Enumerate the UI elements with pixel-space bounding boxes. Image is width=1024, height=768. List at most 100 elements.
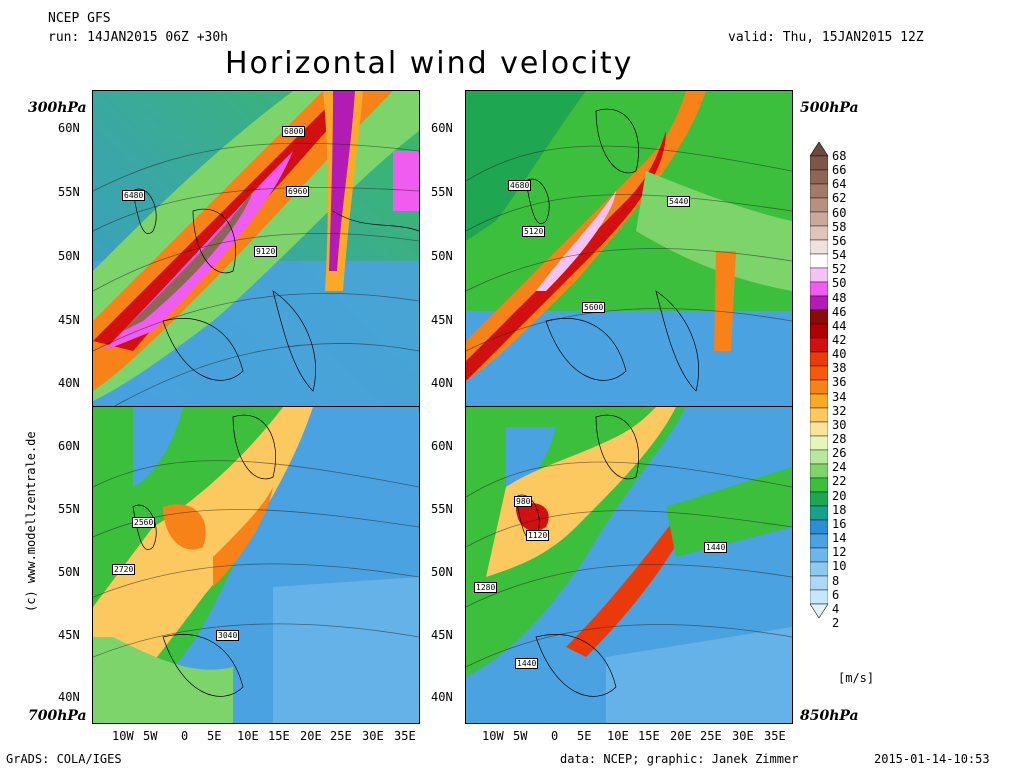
colorbar-segment	[810, 463, 828, 479]
colorbar-label: 16	[832, 516, 847, 531]
lon-label: 5E	[207, 729, 222, 743]
colorbar-label: 44	[832, 318, 847, 333]
contour-label: 3040	[216, 630, 240, 641]
colorbar-segment	[810, 337, 828, 353]
colorbar-label: 24	[832, 460, 847, 475]
colorbar-label: 8	[832, 573, 840, 588]
colorbar-label: 54	[832, 248, 847, 263]
lat-label: 40N	[58, 376, 80, 390]
colorbar-label: 50	[832, 276, 847, 291]
lat-label: 55N	[58, 185, 80, 199]
lat-label: 55N	[58, 502, 80, 516]
colorbar-label: 34	[832, 389, 847, 404]
colorbar-segment	[810, 547, 828, 563]
lon-label: 25E	[700, 729, 722, 743]
colorbar-label: 26	[832, 446, 847, 461]
colorbar-segment	[810, 239, 828, 255]
colorbar-segment	[810, 505, 828, 521]
colorbar-segment	[810, 435, 828, 451]
colorbar-label: 46	[832, 304, 847, 319]
lon-label: 35E	[764, 729, 786, 743]
lat-label: 45N	[58, 628, 80, 642]
colorbar-segment	[810, 379, 828, 395]
colorbar-unit: [m/s]	[838, 671, 875, 685]
map-panel-700hpa	[92, 406, 420, 724]
colorbar-label: 20	[832, 488, 847, 503]
contour-label: 6480	[122, 190, 146, 201]
colorbar	[810, 142, 828, 619]
lon-label: 15E	[638, 729, 660, 743]
colorbar-segment	[810, 519, 828, 535]
lat-label: 60N	[431, 121, 453, 135]
colorbar-label: 10	[832, 559, 847, 574]
colorbar-label: 64	[832, 177, 847, 192]
lat-label: 45N	[58, 313, 80, 327]
contour-label: 2560	[132, 517, 156, 528]
contour-label: 980	[514, 496, 533, 507]
footer-right: 2015-01-14-10:53	[874, 752, 990, 766]
contour-label: 9120	[254, 246, 278, 257]
colorbar-label: 66	[832, 163, 847, 178]
colorbar-segment	[810, 449, 828, 465]
lon-label: 0	[181, 729, 189, 743]
level-label-850: 850hPa	[800, 708, 859, 724]
contour-label: 1120	[526, 530, 550, 541]
colorbar-segment	[810, 253, 828, 269]
lon-label: 10E	[237, 729, 259, 743]
lat-label: 55N	[431, 185, 453, 199]
colorbar-label: 30	[832, 417, 847, 432]
page-title: Horizontal wind velocity	[225, 46, 634, 81]
colorbar-segment	[810, 295, 828, 311]
lat-label: 45N	[431, 628, 453, 642]
colorbar-segment	[810, 421, 828, 437]
colorbar-label: 12	[832, 545, 847, 560]
colorbar-label: 2	[832, 615, 840, 630]
lat-label: 50N	[58, 249, 80, 263]
colorbar-segment	[810, 155, 828, 171]
colorbar-label: 68	[832, 149, 847, 163]
lon-label: 5E	[577, 729, 592, 743]
lon-label: 10W	[482, 729, 504, 743]
contour-label: 2720	[112, 564, 136, 575]
map-panel-850hpa	[465, 406, 793, 724]
footer-center: data: NCEP; graphic: Janek Zimmer	[560, 752, 799, 766]
colorbar-label: 48	[832, 290, 847, 305]
colorbar-label: 52	[832, 262, 847, 277]
lon-label: 20E	[300, 729, 322, 743]
colorbar-segment	[810, 393, 828, 409]
colorbar-segment	[810, 183, 828, 199]
lat-label: 55N	[431, 502, 453, 516]
lon-label: 5W	[143, 729, 158, 743]
contour-label: 1280	[474, 582, 498, 593]
colorbar-label: 14	[832, 531, 847, 546]
lon-label: 25E	[330, 729, 352, 743]
lon-label: 15E	[268, 729, 290, 743]
colorbar-label: 18	[832, 502, 847, 517]
lat-label: 50N	[431, 565, 453, 579]
colorbar-segment	[810, 267, 828, 283]
colorbar-segment	[810, 309, 828, 325]
contour-label: 1440	[704, 542, 728, 553]
watermark: (c) www.modellzentrale.de	[24, 431, 38, 612]
lat-label: 40N	[58, 690, 80, 704]
colorbar-arrow-bottom	[810, 603, 828, 619]
lat-label: 60N	[431, 439, 453, 453]
lat-label: 40N	[431, 690, 453, 704]
lon-label: 10W	[112, 729, 134, 743]
colorbar-segment	[810, 197, 828, 213]
colorbar-segment	[810, 281, 828, 297]
colorbar-segment	[810, 225, 828, 241]
lat-label: 50N	[431, 249, 453, 263]
colorbar-label: 60	[832, 205, 847, 220]
level-label-500: 500hPa	[800, 100, 859, 116]
contour-label: 5440	[667, 196, 691, 207]
lon-label: 20E	[670, 729, 692, 743]
colorbar-segment	[810, 589, 828, 605]
run-info: run: 14JAN2015 06Z +30h	[48, 30, 229, 45]
colorbar-segment	[810, 575, 828, 591]
colorbar-label: 4	[832, 601, 840, 616]
colorbar-label: 36	[832, 375, 847, 390]
colorbar-label: 6	[832, 587, 840, 602]
colorbar-label: 32	[832, 403, 847, 418]
lon-label: 0	[551, 729, 559, 743]
